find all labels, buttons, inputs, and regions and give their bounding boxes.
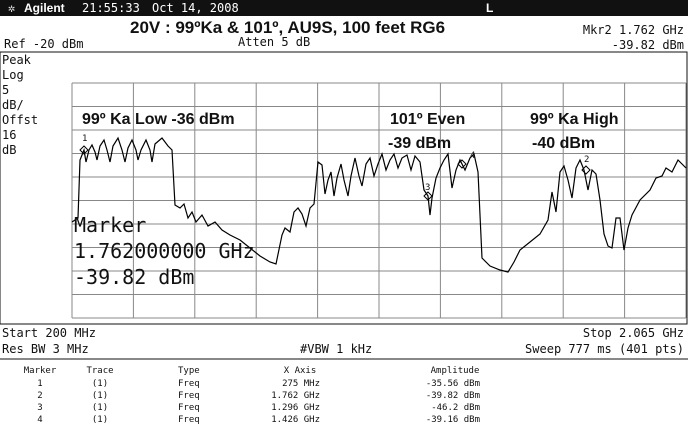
table-cell: 1.426 GHz — [271, 415, 320, 425]
mode: L — [486, 1, 493, 15]
marker-number: 4 — [470, 151, 475, 161]
title: 20V : 99ºKa & 101º, AU9S, 100 feet RG6 — [130, 18, 445, 37]
trace — [71, 136, 687, 273]
annotation: 99º Ka Low -36 dBm — [82, 111, 235, 128]
time: 21:55:33 — [82, 1, 140, 15]
annotation: -39 dBm — [388, 135, 451, 152]
marker-readout: Mkr2 1.762 GHz — [583, 23, 684, 37]
start-freq: Start 200 MHz — [2, 326, 96, 340]
table-cell: 3 — [37, 403, 42, 413]
table-cell: 1.296 GHz — [271, 403, 320, 413]
marker-table: Marker Trace Type X Axis Amplitude 1 (1) Freq 27… — [24, 366, 480, 425]
table-cell: (1) — [92, 415, 108, 425]
brand: Agilent — [24, 1, 65, 15]
atten: Atten 5 dB — [238, 35, 310, 49]
annotation: -40 dBm — [532, 135, 595, 152]
side-label: 5 — [2, 83, 9, 97]
side-label: dB/ — [2, 98, 24, 112]
marker-diamonds — [79, 145, 591, 201]
marker-number: 3 — [425, 183, 430, 193]
table-cell: (1) — [92, 391, 108, 401]
table-cell: -39.82 dBm — [426, 391, 480, 401]
column-header: Type — [178, 366, 200, 376]
table-cell: Freq — [178, 403, 200, 413]
marker-number: 2 — [584, 155, 589, 165]
table-cell: 4 — [37, 415, 42, 425]
annotation: 101º Even — [390, 111, 465, 128]
table-cell: 2 — [37, 391, 42, 401]
table-cell: Freq — [178, 415, 200, 425]
grid — [71, 82, 687, 319]
table-cell: 275 MHz — [282, 379, 320, 389]
table-cell: 1.762 GHz — [271, 391, 320, 401]
icon: ✲ — [8, 1, 15, 15]
table-cell: Freq — [178, 379, 200, 389]
table-cell: -46.2 dBm — [431, 403, 480, 413]
marker-box: -39.82 dBm — [74, 265, 194, 289]
marker-amplitude: -39.82 dBm — [612, 38, 684, 52]
annotation: 99º Ka High — [530, 111, 619, 128]
column-header: Amplitude — [431, 366, 480, 376]
table-cell: (1) — [92, 403, 108, 413]
column-header: X Axis — [284, 366, 317, 376]
rbw: Res BW 3 MHz — [2, 342, 89, 356]
table-cell: Freq — [178, 391, 200, 401]
table-cell: -35.56 dBm — [426, 379, 480, 389]
stop-freq: Stop 2.065 GHz — [583, 326, 684, 340]
side-label: dB — [2, 143, 16, 157]
side-label: Peak — [2, 53, 32, 67]
side-label: Offst — [2, 113, 38, 127]
table-cell: -39.16 dBm — [426, 415, 480, 425]
side-label: 16 — [2, 128, 16, 142]
table-cell: 1 — [37, 379, 42, 389]
sweep: Sweep 777 ms (401 pts) — [525, 342, 684, 356]
table-cell: (1) — [92, 379, 108, 389]
date: Oct 14, 2008 — [152, 1, 239, 15]
top-bar — [0, 0, 688, 16]
marker-box: 1.762000000 GHz — [74, 239, 255, 263]
column-header: Trace — [86, 366, 113, 376]
marker-box: Marker — [74, 213, 146, 237]
column-header: Marker — [24, 366, 57, 376]
vbw: #VBW 1 kHz — [300, 342, 372, 356]
screen-frame — [0, 51, 688, 325]
marker-number: 1 — [82, 134, 87, 144]
side-label: Log — [2, 68, 24, 82]
ref-level: Ref -20 dBm — [4, 37, 83, 51]
